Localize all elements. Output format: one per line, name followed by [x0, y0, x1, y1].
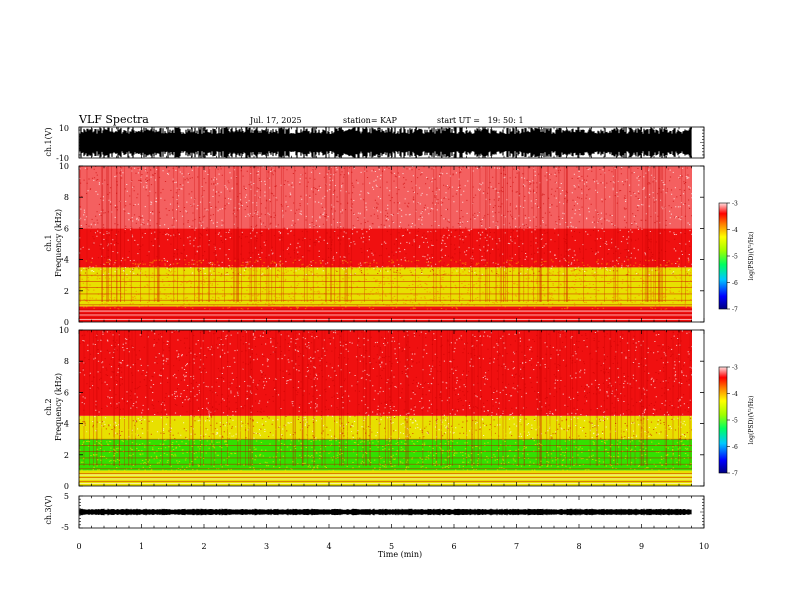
ytick-label: 0 [64, 482, 69, 491]
ch3-ytick-bottom: -5 [61, 523, 69, 532]
xtick-label: 4 [326, 542, 331, 551]
ch2-spec-ylabel-bottom: Frequency (kHz) [54, 373, 63, 441]
ytick-label: 6 [64, 224, 69, 233]
ch3-ytick-top: 5 [64, 492, 69, 501]
xtick-label: 9 [639, 542, 644, 551]
colorbar-ramp [718, 366, 728, 474]
ytick-marks [79, 126, 704, 159]
colorbar-tick-label: -5 [732, 254, 738, 261]
spectral-band [79, 415, 692, 440]
ch1-waveform-panel: ch.1(V) 10 -10 [44, 124, 705, 163]
xtick-label: 2 [201, 542, 206, 551]
waveform-trace [79, 127, 692, 158]
chart-title: VLF Spectra [78, 113, 149, 126]
ch1-spec-ylabel-bottom: Frequency (kHz) [54, 209, 63, 277]
sferic-striations [79, 330, 691, 466]
noise-speckle-light [79, 330, 692, 440]
ch3-ylabel: ch.3(V) [44, 495, 53, 524]
ytick-label: 6 [64, 388, 69, 397]
header-start-ut: start UT = 19: 50: 1 [437, 116, 524, 125]
xtick-label: 7 [514, 542, 519, 551]
colorbar-tick-label: -4 [732, 391, 738, 398]
xtick-label: 0 [76, 542, 81, 551]
spectral-band [79, 470, 692, 486]
ch3-waveform-panel: ch.3(V) 5 -5 [44, 492, 705, 532]
time-axis: Time (min) 0 1 2 3 4 5 6 7 8 9 10 [76, 542, 709, 559]
xtick-marks [78, 496, 705, 528]
xtick-label: 6 [451, 542, 456, 551]
xtick-marks [78, 166, 705, 322]
colorbar-tick-label: -3 [732, 201, 738, 208]
xtick-label: 1 [139, 542, 144, 551]
ytick-label: 0 [64, 318, 69, 327]
ytick-label: 10 [59, 162, 69, 171]
header-date: Jul. 17, 2025 [249, 116, 302, 125]
colorbar-tick-label: -6 [732, 444, 738, 451]
spectral-band [79, 306, 692, 322]
sferic-striations [79, 166, 686, 302]
ch1-spectrogram-panel: ch.1 Frequency (kHz) 0 2 4 6 8 10 [44, 162, 705, 327]
ytick-label: 2 [64, 451, 69, 460]
ch1-ytick-top: 10 [59, 124, 69, 133]
noise-speckle-light [79, 166, 692, 276]
colorbar-tick-label: -7 [732, 307, 738, 314]
spectral-band [79, 228, 692, 268]
ch2-spec-ylabel-top: ch.2 [44, 398, 53, 415]
ytick-label: 4 [64, 256, 69, 265]
x-axis-label: Time (min) [378, 550, 422, 559]
band-speckle [79, 423, 692, 474]
ch1-spec-ylabel-top: ch.1 [44, 234, 53, 251]
spectral-band [79, 166, 692, 229]
xtick-label: 8 [576, 542, 581, 551]
header-station: station= KAP [343, 116, 398, 125]
ch2-colorbar: log(PSD)(V²/Hz) -3 -4 -5 -6 -7 [718, 365, 755, 478]
colorbar-tick-label: -3 [732, 365, 738, 372]
xtick-label: 10 [699, 542, 709, 551]
ytick-label: 4 [64, 420, 69, 429]
xtick-marks [78, 330, 705, 486]
colorbar-tick-label: -6 [732, 280, 738, 287]
xtick-marks [78, 127, 705, 158]
ytick-marks [79, 495, 704, 529]
ch1-colorbar: log(PSD)(V²/Hz) -3 -4 -5 -6 -7 [718, 201, 755, 314]
ytick-label: 8 [64, 357, 69, 366]
ch1-ylabel: ch.1(V) [44, 127, 53, 156]
ch2-spectrogram-panel: ch.2 Frequency (kHz) 0 2 4 6 8 10 [44, 326, 705, 491]
spectral-band [79, 330, 692, 416]
spectral-band [79, 267, 692, 307]
xtick-label: 3 [264, 542, 269, 551]
noise-speckle-dark [79, 166, 692, 276]
waveform-trace [79, 508, 692, 516]
colorbar-tick-label: -4 [732, 227, 738, 234]
ch1-ytick-bottom: -10 [56, 154, 69, 163]
ytick-label: 2 [64, 287, 69, 296]
ch1-colorbar-label: log(PSD)(V²/Hz) [748, 232, 755, 281]
colorbar-tick-label: -7 [732, 471, 738, 478]
xtick-label: 5 [389, 542, 394, 551]
colorbar-ramp [718, 202, 728, 310]
colorbar-tick-label: -5 [732, 418, 738, 425]
ytick-label: 8 [64, 193, 69, 202]
ch2-colorbar-label: log(PSD)(V²/Hz) [748, 396, 755, 445]
ytick-label: 10 [59, 326, 69, 335]
band-speckle [80, 259, 692, 310]
